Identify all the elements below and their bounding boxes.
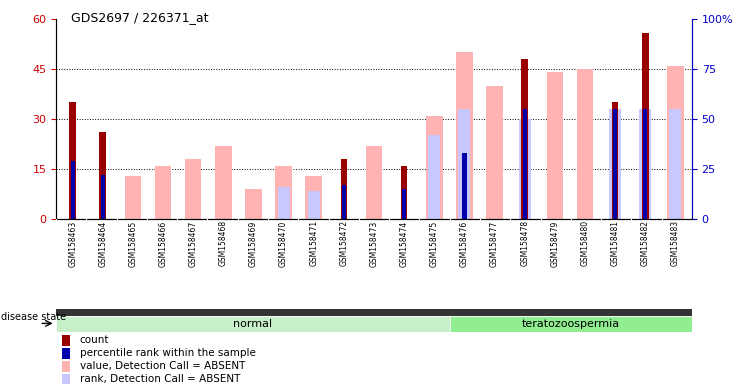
Bar xyxy=(70,161,75,219)
Text: value, Detection Call = ABSENT: value, Detection Call = ABSENT xyxy=(79,361,245,371)
Bar xyxy=(518,119,530,219)
Bar xyxy=(307,191,319,219)
Bar xyxy=(245,189,262,219)
Bar xyxy=(70,103,76,219)
Bar xyxy=(456,53,473,219)
Bar xyxy=(275,166,292,219)
Bar xyxy=(340,159,347,219)
Bar xyxy=(577,69,593,219)
Bar xyxy=(429,135,441,219)
Bar xyxy=(642,33,649,219)
Bar xyxy=(643,109,647,219)
Bar xyxy=(609,109,621,219)
Bar xyxy=(56,316,450,332)
Bar xyxy=(521,59,528,219)
Text: normal: normal xyxy=(233,319,272,329)
Bar xyxy=(62,334,70,346)
Bar xyxy=(426,116,443,219)
Bar xyxy=(342,185,346,219)
Bar xyxy=(155,166,171,219)
Text: percentile rank within the sample: percentile rank within the sample xyxy=(79,348,256,358)
Bar xyxy=(669,109,681,219)
Bar xyxy=(667,66,684,219)
Bar xyxy=(185,159,201,219)
Bar xyxy=(62,361,70,372)
Text: GDS2697 / 226371_at: GDS2697 / 226371_at xyxy=(71,12,209,25)
Bar xyxy=(640,109,652,219)
Bar xyxy=(56,309,692,316)
Bar xyxy=(613,109,617,219)
Text: rank, Detection Call = ABSENT: rank, Detection Call = ABSENT xyxy=(79,374,240,384)
Bar xyxy=(523,109,527,219)
Bar xyxy=(278,187,289,219)
Bar xyxy=(62,374,70,384)
Bar xyxy=(402,189,406,219)
Bar xyxy=(62,348,70,359)
Bar xyxy=(462,153,467,219)
Text: disease state: disease state xyxy=(1,312,66,322)
Bar xyxy=(215,146,232,219)
Bar xyxy=(99,132,106,219)
Bar xyxy=(486,86,503,219)
Bar xyxy=(401,166,408,219)
Bar xyxy=(547,73,563,219)
Text: count: count xyxy=(79,335,109,345)
Bar xyxy=(101,175,105,219)
Bar xyxy=(366,146,382,219)
Bar xyxy=(459,109,470,219)
Bar xyxy=(450,316,692,332)
Bar xyxy=(125,175,141,219)
Text: teratozoospermia: teratozoospermia xyxy=(522,319,620,329)
Bar xyxy=(612,103,619,219)
Bar xyxy=(305,175,322,219)
